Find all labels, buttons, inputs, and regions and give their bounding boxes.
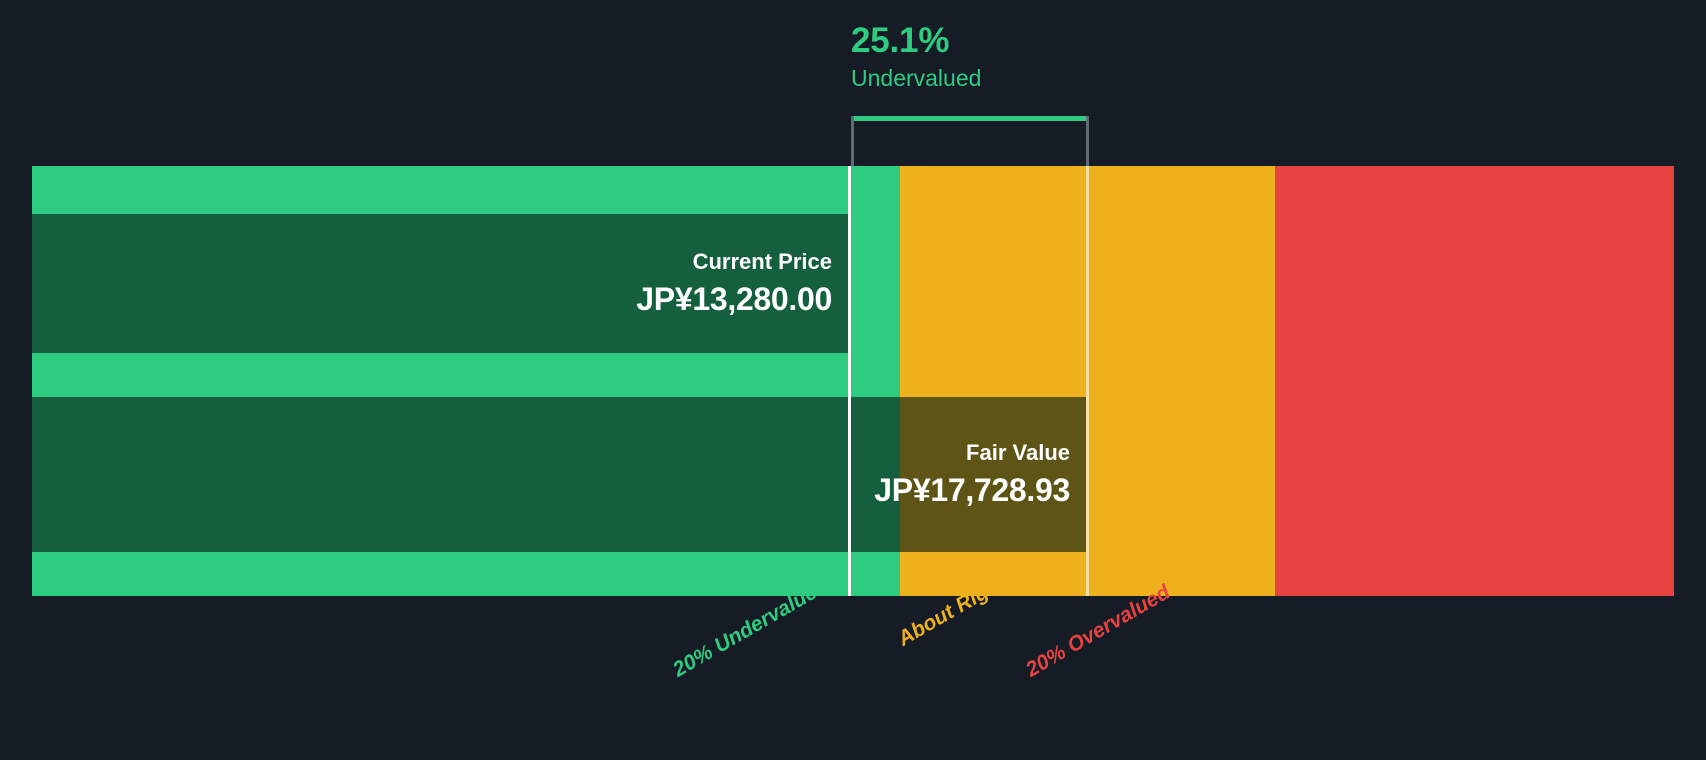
- headline-bracket: [851, 116, 1089, 166]
- band-overvalued: [1275, 166, 1674, 596]
- bracket-left-line: [851, 116, 854, 166]
- bar-fair-value-value: JP¥17,728.93: [874, 471, 1070, 508]
- bar-fair-value-text: Fair Value JP¥17,728.93: [874, 439, 1070, 511]
- bracket-top-line: [851, 116, 1089, 121]
- current-price-marker-line: [848, 166, 851, 596]
- fair-value-marker-line: [1086, 166, 1089, 596]
- discount-percent: 25.1%: [851, 21, 950, 60]
- bar-current-price-label: Current Price: [692, 248, 832, 274]
- bracket-right-line: [1086, 116, 1089, 166]
- plot-area: Current Price JP¥13,280.00 Fair Value JP…: [32, 166, 1674, 596]
- valuation-headline: 25.1% Undervalued: [851, 20, 1451, 92]
- bar-fair-value[interactable]: Fair Value JP¥17,728.93: [32, 397, 1089, 552]
- bar-current-price[interactable]: Current Price JP¥13,280.00: [32, 214, 851, 353]
- bar-current-price-value: JP¥13,280.00: [636, 280, 832, 317]
- discount-status: Undervalued: [851, 65, 982, 91]
- bar-current-price-text: Current Price JP¥13,280.00: [636, 248, 832, 320]
- bar-fair-value-label: Fair Value: [966, 439, 1070, 465]
